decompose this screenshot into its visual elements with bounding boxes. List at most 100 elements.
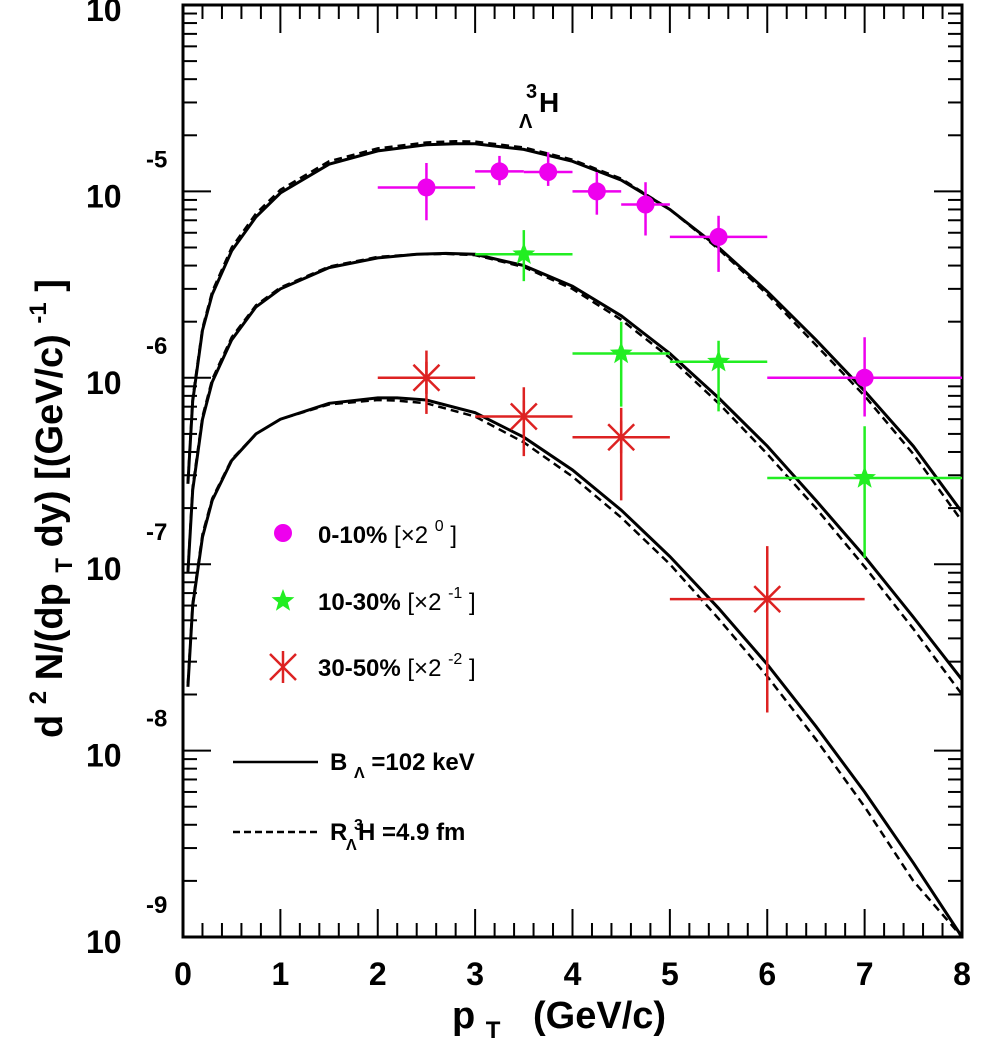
marker-circle xyxy=(539,163,558,182)
y-tick-label: 10 xyxy=(86,0,122,28)
legend-binding-a: B xyxy=(330,749,347,776)
model-curve-0-10%-dashed xyxy=(186,139,964,522)
y-tick-exponent: -7 xyxy=(146,519,167,546)
legend-label-10-30-close: ] xyxy=(469,589,476,616)
y-tick-exponent: -6 xyxy=(146,333,167,360)
model-curves xyxy=(186,139,964,938)
model-curve-10-30%-solid xyxy=(186,251,964,681)
x-axis-label: p T (GeV/c) xyxy=(452,995,666,1046)
x-tick-label: 5 xyxy=(661,956,679,992)
series-circle xyxy=(377,152,962,417)
chart-title: 3 Λ H xyxy=(519,73,559,134)
x-tick-label: 4 xyxy=(564,956,582,992)
y-label-g: ] xyxy=(29,279,71,292)
marker-circle xyxy=(636,195,655,214)
model-curve-30-50%-dashed xyxy=(186,398,963,938)
title-super: 3 xyxy=(526,81,537,103)
legend-radius-sup: 3 xyxy=(354,817,363,834)
title-sub: Λ xyxy=(519,111,533,133)
marker-star xyxy=(853,466,876,488)
x-label-unit: (GeV/c) xyxy=(533,995,666,1037)
y-label-d: T xyxy=(51,558,78,573)
legend-marker-star xyxy=(271,589,295,611)
x-tick-label: 2 xyxy=(369,956,387,992)
marker-asterisk xyxy=(269,651,297,683)
marker-circle xyxy=(490,162,509,181)
legend-label-30-50-scale: [×2 xyxy=(407,655,441,682)
x-tick-label: 1 xyxy=(271,956,289,992)
line-legend: B Λ =102 keV R 3 Λ H =4.9 fm xyxy=(233,749,475,856)
marker-star xyxy=(512,242,536,264)
legend-label-0-10-text: 0-10% xyxy=(318,522,394,549)
y-tick-label: 10 xyxy=(86,365,122,401)
legend-label-10-30-scale: [×2 xyxy=(407,589,441,616)
marker-legend: 0-10% [×2 0 ] 10-30% [×2 -1 ] 30-50% [×2… xyxy=(269,510,476,683)
legend-marker-asterisk xyxy=(269,651,297,683)
legend-label-0-10: 0-10% [×2 0 ] xyxy=(318,510,457,549)
x-label-main: p xyxy=(452,995,475,1037)
marker-circle xyxy=(709,227,728,246)
marker-star xyxy=(707,349,730,372)
legend-radius-sub: Λ xyxy=(346,837,357,854)
legend-label-30-50: 30-50% [×2 -2 ] xyxy=(318,643,476,682)
model-curve-0-10%-solid xyxy=(186,142,964,514)
legend-label-radius: R 3 Λ H =4.9 fm xyxy=(330,809,465,856)
x-tick-label: 6 xyxy=(758,956,776,992)
marker-circle xyxy=(274,524,292,542)
title-main: H xyxy=(539,87,559,118)
legend-radius-a: R xyxy=(330,819,347,846)
data-points xyxy=(377,152,962,713)
legend-entry-10-30: 10-30% [×2 -1 ] xyxy=(271,577,476,616)
y-tick-label: 10 xyxy=(86,738,122,774)
model-curve-30-50%-solid xyxy=(186,396,964,938)
legend-entry-0-10: 0-10% [×2 0 ] xyxy=(274,510,457,549)
legend-label-0-10-close: ] xyxy=(450,522,457,549)
y-label-c: N/(dp xyxy=(29,583,71,680)
y-label-a: d xyxy=(29,715,71,738)
marker-asterisk xyxy=(412,361,441,394)
x-tick-label: 3 xyxy=(466,956,484,992)
marker-asterisk xyxy=(509,400,538,433)
marker-circle xyxy=(855,368,874,387)
y-tick-label: 10 xyxy=(86,924,122,960)
legend-label-10-30: 10-30% [×2 -1 ] xyxy=(318,577,476,616)
x-axis: 0 1 2 3 4 5 6 7 8 xyxy=(174,5,971,992)
y-label-e: dy) [(GeV/c) xyxy=(29,334,71,547)
legend-label-30-50-text: 30-50% xyxy=(318,655,407,682)
marker-asterisk xyxy=(607,421,636,454)
legend-label-0-10-exp: 0 xyxy=(435,518,444,535)
legend-binding-sub: Λ xyxy=(354,765,365,782)
legend-label-binding: B Λ =102 keV xyxy=(330,749,475,784)
legend-radius-b: H xyxy=(358,819,375,846)
y-axis-label: d 2 N/(dp T dy) [(GeV/c) -1 ] xyxy=(13,279,81,738)
x-tick-label: 0 xyxy=(174,956,192,992)
x-tick-label: 8 xyxy=(953,956,971,992)
y-tick-exponent: -5 xyxy=(146,146,167,173)
marker-star xyxy=(609,341,633,364)
y-tick-label: 10 xyxy=(86,178,122,214)
y-tick-label: 10 xyxy=(86,551,122,587)
legend-label-30-50-close: ] xyxy=(469,655,476,682)
series-asterisk xyxy=(377,350,865,713)
legend-label-30-50-exp: -2 xyxy=(448,651,462,668)
legend-label-0-10-scale: [×2 xyxy=(394,522,428,549)
y-tick-exponent: -8 xyxy=(146,706,167,733)
x-tick-label: 7 xyxy=(856,956,874,992)
y-label-b: 2 xyxy=(25,691,52,704)
y-label-f: -1 xyxy=(25,302,52,323)
marker-asterisk xyxy=(753,583,782,616)
legend-marker-circle xyxy=(274,524,292,542)
marker-star xyxy=(271,589,295,611)
series-star xyxy=(475,230,962,558)
marker-circle xyxy=(417,178,436,197)
y-tick-exponent: -9 xyxy=(146,892,167,919)
marker-circle xyxy=(587,182,606,201)
y-axis: 10-910-810-710-610-510-4 xyxy=(86,0,962,960)
legend-binding-b: =102 keV xyxy=(371,749,474,776)
legend-radius-c: =4.9 fm xyxy=(382,819,465,846)
model-curve-10-30%-dashed xyxy=(186,252,964,696)
legend-label-10-30-exp: -1 xyxy=(448,585,462,602)
legend-label-10-30-text: 10-30% xyxy=(318,589,407,616)
legend-entry-30-50: 30-50% [×2 -2 ] xyxy=(269,643,476,683)
